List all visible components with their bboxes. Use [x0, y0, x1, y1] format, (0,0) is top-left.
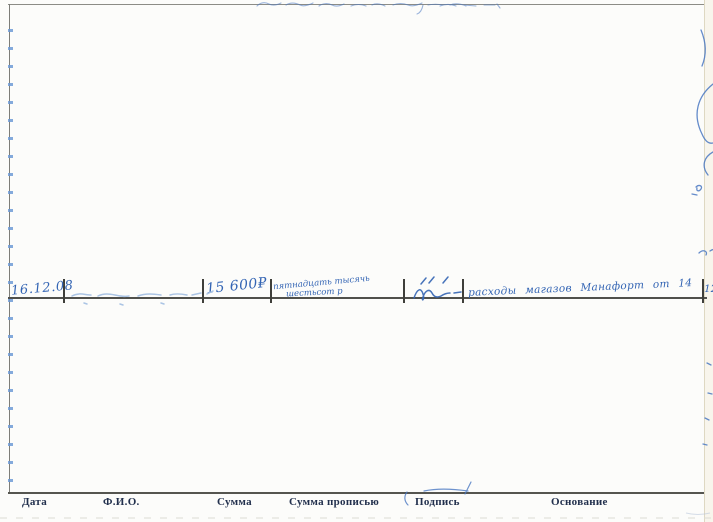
handwritten-amount: 15 600₽	[205, 274, 269, 298]
left-margin-blue-ticks	[7, 14, 13, 488]
column-divider	[702, 279, 704, 303]
handwritten-basis: расходы магазов Манафорт от 14	[467, 277, 693, 299]
frame-top-line	[8, 4, 713, 6]
footer-label-date: Дата	[22, 496, 48, 508]
footer-label-amount-words: Сумма прописью	[289, 496, 380, 508]
row-baseline	[8, 297, 707, 299]
scan-noise	[0, 517, 713, 519]
column-divider	[63, 279, 65, 303]
column-divider	[202, 279, 204, 303]
column-divider	[270, 279, 272, 303]
handwritten-date: 16.12.08	[10, 278, 75, 299]
handwritten-amount-words-line2: шестьсот р	[285, 286, 343, 299]
column-divider	[462, 279, 464, 303]
footer-label-signature: Подпись	[415, 496, 460, 508]
footer-label-amount: Сумма	[217, 496, 252, 508]
footer-label-fio: Ф.И.О.	[103, 496, 140, 508]
footer-label-basis: Основание	[551, 496, 608, 508]
page-right-edge-strip	[705, 0, 713, 522]
handwritten-basis-overflow: 12	[704, 283, 713, 295]
page-right-edge-line	[704, 0, 705, 522]
frame-bottom-line	[8, 492, 713, 494]
column-divider	[403, 279, 405, 303]
